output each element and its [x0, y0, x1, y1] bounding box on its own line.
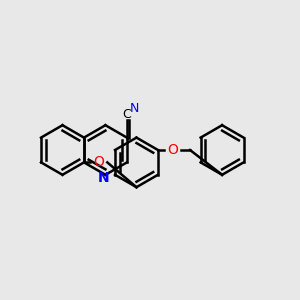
Text: O: O — [167, 143, 178, 157]
Text: N: N — [130, 102, 139, 115]
Text: N: N — [98, 171, 110, 185]
Text: O: O — [93, 155, 104, 170]
Text: C: C — [122, 108, 131, 121]
